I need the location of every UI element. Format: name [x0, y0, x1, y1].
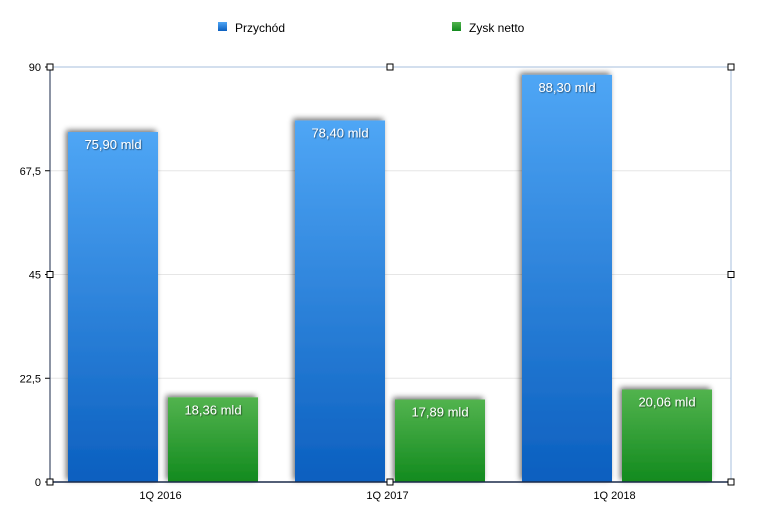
data-label-zysk-netto-1q-2018: 20,06 mld	[638, 395, 695, 410]
bar-przych-d-1q-2018	[522, 74, 612, 482]
bar-zysk-netto-1q-2018	[622, 389, 712, 482]
bar-zysk-netto-1q-2017	[395, 399, 485, 482]
y-tick-label: 90	[29, 62, 41, 74]
y-tick-label: 22,5	[20, 373, 41, 385]
legend-label-przych-d: Przychód	[235, 21, 285, 35]
resize-handle[interactable]	[727, 271, 735, 278]
x-tick-label-1q-2016: 1Q 2016	[139, 490, 181, 502]
resize-handle[interactable]	[46, 63, 54, 71]
bar-przych-d-1q-2016	[68, 132, 158, 482]
x-tick-label-1q-2017: 1Q 2017	[366, 490, 408, 502]
legend-label-zysk-netto: Zysk netto	[469, 21, 525, 35]
y-tick-label: 67,5	[20, 166, 41, 178]
y-tick-label: 0	[35, 477, 41, 489]
resize-handle[interactable]	[386, 478, 394, 486]
resize-handle[interactable]	[46, 271, 54, 278]
data-labels: 75,90 mld 18,36 mld 78,40 mld 17,89 mld 88,3…	[84, 80, 695, 420]
legend: Przychód Zysk netto	[218, 21, 525, 35]
selection-handles	[46, 63, 735, 486]
resize-handle[interactable]	[46, 478, 54, 486]
bars-group	[68, 74, 712, 482]
legend-swatch-przych-d	[218, 22, 227, 31]
resize-handle[interactable]	[727, 478, 735, 486]
resize-handle[interactable]	[386, 63, 394, 71]
data-label-przych-d-1q-2016: 75,90 mld	[84, 137, 141, 152]
data-label-zysk-netto-1q-2016: 18,36 mld	[184, 402, 241, 417]
resize-handle[interactable]	[727, 63, 735, 71]
data-label-przych-d-1q-2018: 88,30 mld	[538, 80, 595, 95]
y-tick-label: 45	[29, 270, 41, 282]
bar-zysk-netto-1q-2016	[168, 397, 258, 482]
bar-przych-d-1q-2017	[295, 120, 385, 482]
data-label-zysk-netto-1q-2017: 17,89 mld	[411, 405, 468, 420]
data-label-przych-d-1q-2017: 78,40 mld	[311, 125, 368, 140]
x-tick-label-1q-2018: 1Q 2018	[593, 490, 635, 502]
legend-swatch-zysk-netto	[452, 22, 461, 31]
